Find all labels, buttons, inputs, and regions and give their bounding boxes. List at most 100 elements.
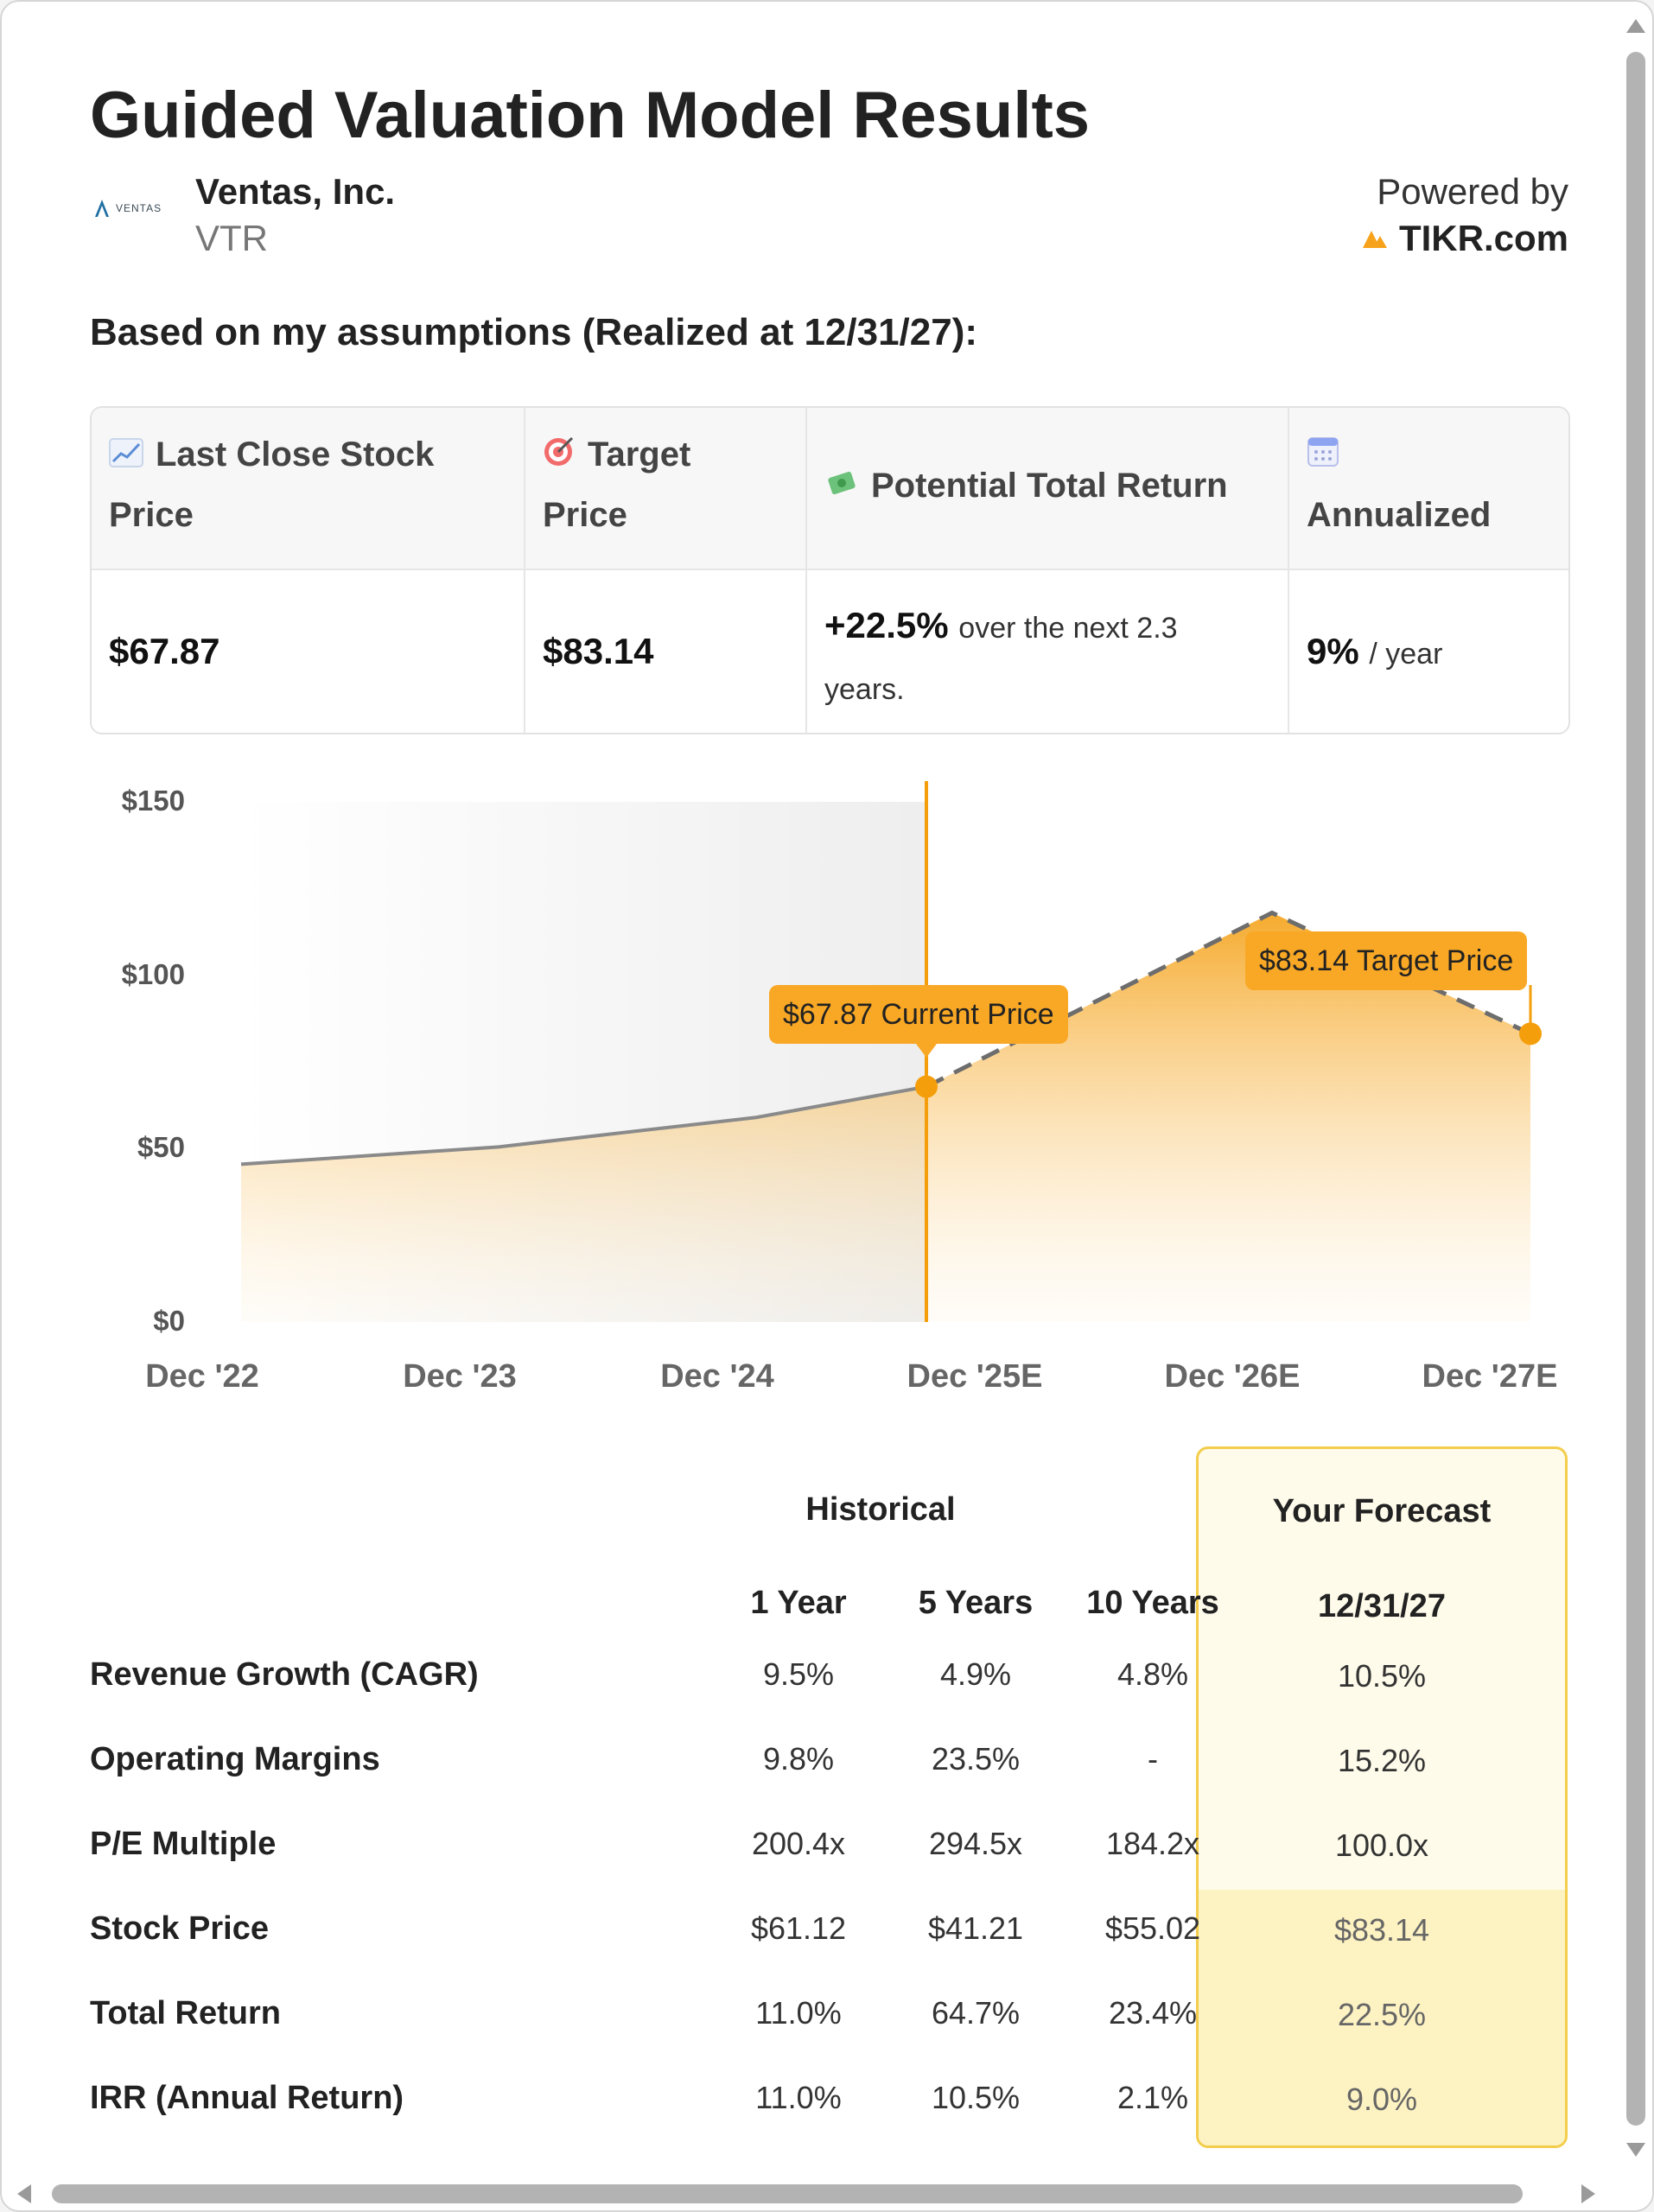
- current-price-tooltip: $67.87 Current Price: [769, 985, 1068, 1044]
- target-price-point[interactable]: [1519, 1022, 1542, 1046]
- historical-price-line: [240, 1084, 927, 1166]
- metric-historical-value: 4.9%: [939, 1656, 1012, 1692]
- metric-historical-value: 10.5%: [931, 2080, 1021, 2115]
- metric-historical-value: $41.21: [927, 1910, 1024, 1946]
- y-axis-tick-label: $150: [121, 785, 185, 817]
- x-axis-tick-label: Dec '22: [145, 1358, 259, 1395]
- target-label: Target: [588, 435, 691, 474]
- metric-historical-value: 11.0%: [755, 2080, 842, 2115]
- col-header-10-years: 10 Years: [1086, 1585, 1219, 1621]
- metric-row: P/E Multiple 200.4x 294.5x 184.2x 100.0x: [90, 1818, 1568, 1903]
- x-axis-tick-label: Dec '24: [660, 1358, 774, 1395]
- total-return-period: over the next 2.3: [958, 612, 1178, 645]
- metric-historical-value: -: [1148, 1741, 1158, 1777]
- y-axis-tick-label: $0: [153, 1305, 185, 1337]
- last-close-label: Last Close Stock: [156, 435, 435, 474]
- total-return-period-line2: years.: [824, 673, 905, 706]
- annualized-label: Annualized: [1307, 496, 1492, 535]
- target-price-tooltip: $83.14 Target Price: [1245, 931, 1528, 990]
- current-tooltip-pointer: [916, 1044, 937, 1058]
- metric-historical-value: 64.7%: [931, 1995, 1021, 2031]
- metric-row: Revenue Growth (CAGR) 9.5% 4.9% 4.8% 10.5%: [90, 1649, 1568, 1733]
- metric-historical-value: 23.5%: [931, 1741, 1021, 1777]
- ventas-logo-icon: [95, 200, 109, 217]
- assumptions-subtitle: Based on my assumptions (Realized at 12/…: [90, 311, 978, 353]
- summary-header-total-return: Potential Total Return: [807, 408, 1289, 570]
- chart-increasing-icon: [109, 427, 143, 486]
- total-return-value: +22.5%: [824, 605, 949, 645]
- metric-historical-value: 4.8%: [1116, 1656, 1189, 1692]
- scroll-down-arrow-icon[interactable]: [1626, 2143, 1645, 2157]
- vertical-scrollbar[interactable]: [1621, 2, 1652, 2179]
- target-label-line2: Price: [543, 496, 627, 535]
- summary-value-last-close: $67.87: [92, 570, 525, 733]
- company-name: Ventas, Inc.: [195, 171, 396, 212]
- annualized-value: 9%: [1307, 631, 1359, 671]
- x-axis-tick-label: Dec '25E: [907, 1358, 1043, 1395]
- forecast-title: Your Forecast: [1272, 1493, 1492, 1529]
- company-logo-text: VENTAS: [116, 202, 162, 214]
- last-close-label-line2: Price: [109, 496, 194, 535]
- summary-value-target: $83.14: [525, 570, 807, 733]
- y-axis-tick-label: $50: [137, 1131, 185, 1164]
- metric-historical-value: 294.5x: [928, 1826, 1023, 1861]
- metric-historical-value: 9.5%: [762, 1656, 835, 1692]
- page-title: Guided Valuation Model Results: [90, 79, 1091, 152]
- metric-historical-value: 2.1%: [1116, 2080, 1189, 2115]
- current-price-point[interactable]: [915, 1075, 938, 1098]
- metric-historical-value: 23.4%: [1108, 1995, 1198, 2031]
- horizontal-scroll-thumb[interactable]: [52, 2184, 1523, 2203]
- metric-forecast-value: 22.5%: [1337, 1997, 1427, 2032]
- powered-by-label: Powered by: [1377, 171, 1568, 212]
- metric-historical-value: 11.0%: [755, 1995, 842, 2031]
- metric-historical-value: $61.12: [750, 1910, 847, 1946]
- metric-label: Revenue Growth (CAGR): [90, 1656, 479, 1693]
- summary-value-annualized: 9% / year: [1289, 570, 1568, 733]
- col-header-1-year: 1 Year: [750, 1585, 847, 1621]
- x-axis-tick-label: Dec '23: [403, 1358, 517, 1395]
- metric-row: IRR (Annual Return) 11.0% 10.5% 2.1% 9.0%: [90, 2072, 1568, 2157]
- summary-value-total-return: +22.5% over the next 2.3 years.: [807, 570, 1289, 733]
- x-axis-tick-label: Dec '26E: [1164, 1358, 1301, 1395]
- price-chart: $150 $100 $50 $0 Dec '22 Dec '23 Dec '24 Dec '…: [90, 762, 1568, 1419]
- col-header-5-years: 5 Years: [918, 1585, 1034, 1621]
- scroll-right-arrow-icon[interactable]: [1581, 2184, 1595, 2203]
- metric-historical-value: 200.4x: [751, 1826, 846, 1861]
- horizontal-scrollbar[interactable]: [2, 2179, 1621, 2210]
- last-close-value: $67.87: [109, 631, 220, 671]
- target-icon: [543, 427, 576, 486]
- price-area: [241, 912, 1530, 1322]
- summary-header-annualized: Annualized: [1289, 408, 1568, 570]
- forecast-lower-highlight: [1199, 1890, 1565, 2145]
- metric-historical-value: $55.02: [1104, 1910, 1201, 1946]
- calendar-icon: [1307, 427, 1339, 486]
- price-chart-svg: [240, 781, 1542, 1322]
- metric-row: Operating Margins 9.8% 23.5% - 15.2%: [90, 1733, 1568, 1818]
- summary-header-target: Target Price: [525, 408, 807, 570]
- tikr-logo-icon: [1362, 231, 1387, 248]
- vertical-scroll-thumb[interactable]: [1626, 52, 1645, 2126]
- summary-table: Last Close Stock Price Target Price Pote…: [90, 406, 1570, 734]
- tikr-brand-text: TIKR.com: [1398, 218, 1568, 258]
- forecast-date: 12/31/27: [1318, 1588, 1446, 1624]
- annualized-unit: / year: [1369, 638, 1443, 671]
- scroll-left-arrow-icon[interactable]: [17, 2184, 31, 2203]
- scroll-up-arrow-icon[interactable]: [1626, 19, 1645, 33]
- summary-header-last-close: Last Close Stock Price: [92, 408, 525, 570]
- metric-forecast-value: 9.0%: [1345, 2082, 1418, 2117]
- total-return-label: Potential Total Return: [871, 467, 1228, 505]
- forecast-column-box: [1196, 1446, 1568, 2148]
- target-value: $83.14: [543, 631, 654, 671]
- metric-label: IRR (Annual Return): [90, 2080, 404, 2116]
- metric-forecast-value: 10.5%: [1337, 1658, 1427, 1694]
- y-axis-tick-label: $100: [121, 957, 185, 990]
- historical-title: Historical: [805, 1491, 956, 1528]
- money-with-wings-icon: [824, 458, 859, 517]
- metric-forecast-value: 100.0x: [1334, 1827, 1429, 1863]
- tikr-brand-link[interactable]: TIKR.com: [1361, 218, 1568, 259]
- metric-label: Total Return: [90, 1995, 281, 2031]
- metric-historical-value: 9.8%: [762, 1741, 835, 1777]
- metric-row: Total Return 11.0% 64.7% 23.4% 22.5%: [90, 1987, 1568, 2072]
- metric-historical-value: 184.2x: [1105, 1826, 1200, 1861]
